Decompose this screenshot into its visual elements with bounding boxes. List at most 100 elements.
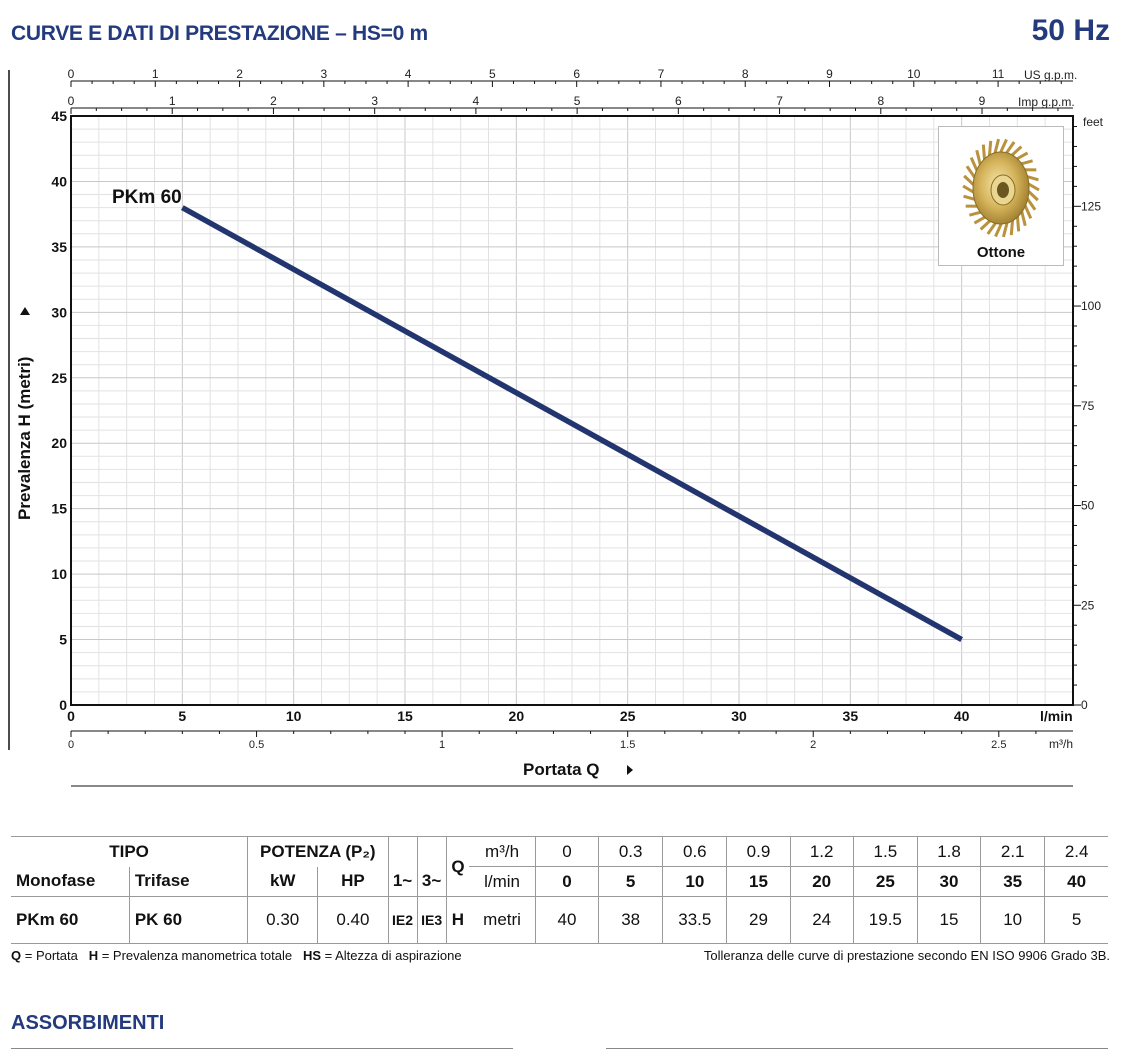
m3h-value: 2.1 bbox=[980, 836, 1046, 867]
m3h-value: 1.5 bbox=[852, 836, 918, 867]
m3h-value: 0.3 bbox=[598, 836, 664, 867]
row-h: H bbox=[445, 896, 470, 944]
m3h-unit: m³/h bbox=[1049, 737, 1073, 751]
m3h-tick-label: 2 bbox=[810, 739, 816, 751]
y-tick-label: 35 bbox=[51, 239, 67, 255]
section-title-assorbimenti: ASSORBIMENTI bbox=[11, 1012, 165, 1034]
x-tick-label: 5 bbox=[178, 708, 186, 724]
row-ie2: IE2 bbox=[387, 896, 418, 944]
h-value: 29 bbox=[726, 896, 791, 944]
x-tick-label: 20 bbox=[509, 708, 525, 724]
lmin-value: 0 bbox=[534, 866, 600, 897]
lmin-value: 15 bbox=[726, 866, 791, 897]
frequency-label: 50 Hz bbox=[1031, 14, 1110, 47]
chart-series bbox=[181, 205, 963, 642]
y-tick-label: 40 bbox=[51, 173, 67, 189]
x-tick-label: 10 bbox=[286, 708, 302, 724]
m3h-value: 2.4 bbox=[1044, 836, 1108, 867]
imp-gpm-tick-label: 2 bbox=[270, 94, 277, 108]
lmin-value: 5 bbox=[598, 866, 664, 897]
lmin-value: 40 bbox=[1044, 866, 1108, 897]
row-ie3: IE3 bbox=[416, 896, 447, 944]
imp-gpm-tick-label: 4 bbox=[473, 94, 480, 108]
us-gpm-tick-label: 9 bbox=[826, 67, 833, 81]
header-one-phase: 1~ bbox=[387, 866, 418, 897]
y-tick-label: 45 bbox=[51, 108, 67, 124]
x-axis-unit: l/min bbox=[1040, 708, 1073, 724]
feet-unit: feet bbox=[1083, 115, 1104, 129]
x-tick-label: 30 bbox=[731, 708, 747, 724]
tolerance-footnote: Tolleranza delle curve di prestazione se… bbox=[703, 948, 1110, 963]
us-gpm-tick-label: 2 bbox=[236, 67, 243, 81]
footnote-q-text: = Portata bbox=[21, 948, 89, 963]
header-hp: HP bbox=[317, 866, 389, 897]
m3h-value: 1.8 bbox=[916, 836, 982, 867]
x-tick-label: 15 bbox=[397, 708, 413, 724]
h-value: 33.5 bbox=[662, 896, 728, 944]
row-trifase: PK 60 bbox=[128, 896, 249, 944]
header-lmin-unit: l/min bbox=[469, 866, 536, 897]
row-monofase: PKm 60 bbox=[11, 896, 130, 944]
header-potenza: POTENZA (P₂) bbox=[247, 836, 389, 867]
us-gpm-tick-label: 8 bbox=[742, 67, 749, 81]
footnote-h-text: = Prevalenza manometrica totale bbox=[98, 948, 303, 963]
row-hp: 0.40 bbox=[317, 896, 389, 944]
lmin-value: 35 bbox=[980, 866, 1046, 897]
m3h-tick-label: 0.5 bbox=[249, 739, 264, 751]
lmin-value: 20 bbox=[789, 866, 854, 897]
us-gpm-tick-label: 3 bbox=[320, 67, 327, 81]
feet-tick-label: 125 bbox=[1081, 199, 1101, 213]
h-value: 38 bbox=[598, 896, 664, 944]
lmin-value: 25 bbox=[852, 866, 918, 897]
footnote-hs-text: = Altezza di aspirazione bbox=[321, 948, 462, 963]
us-gpm-tick-label: 0 bbox=[68, 67, 75, 81]
table-header-row-2: Monofase Trifase kW HP 1~ 3~ l/min 0 5 1… bbox=[11, 866, 1108, 897]
lmin-value: 10 bbox=[662, 866, 728, 897]
y-tick-label: 10 bbox=[51, 566, 67, 582]
x-tick-label: 25 bbox=[620, 708, 636, 724]
performance-table: TIPO POTENZA (P₂) Q m³/h 0 0.3 0.6 0.9 1… bbox=[11, 836, 1108, 944]
footnote-hs-key: HS bbox=[302, 948, 322, 963]
h-value: 15 bbox=[916, 896, 982, 944]
h-value: 19.5 bbox=[852, 896, 918, 944]
header-phase-3-empty bbox=[416, 836, 447, 867]
impeller-material-label: Ottone bbox=[976, 244, 1026, 261]
y-tick-label: 20 bbox=[51, 435, 67, 451]
feet-tick-label: 50 bbox=[1081, 499, 1095, 513]
m3h-value: 0 bbox=[534, 836, 600, 867]
y-tick-label: 5 bbox=[59, 632, 67, 648]
imp-gpm-unit: Imp g.p.m. bbox=[1018, 95, 1075, 109]
y-tick-label: 15 bbox=[51, 501, 67, 517]
m3h-tick-label: 1 bbox=[439, 739, 445, 751]
imp-gpm-tick-label: 5 bbox=[574, 94, 581, 108]
header-kw: kW bbox=[247, 866, 319, 897]
row-metri-unit: metri bbox=[469, 896, 536, 944]
us-gpm-tick-label: 7 bbox=[658, 67, 665, 81]
table-row: PKm 60 PK 60 0.30 0.40 IE2 IE3 H metri 4… bbox=[11, 896, 1108, 944]
y-tick-label: 25 bbox=[51, 370, 67, 386]
y-axis-arrow-icon bbox=[20, 307, 30, 315]
feet-tick-label: 0 bbox=[1081, 698, 1088, 712]
us-gpm-tick-label: 6 bbox=[573, 67, 580, 81]
imp-gpm-tick-label: 1 bbox=[169, 94, 176, 108]
feet-tick-label: 25 bbox=[1081, 598, 1095, 612]
imp-gpm-tick-label: 6 bbox=[675, 94, 682, 108]
plot-frame bbox=[70, 115, 1074, 706]
feet-tick-label: 75 bbox=[1081, 399, 1095, 413]
m3h-value: 1.2 bbox=[789, 836, 854, 867]
x-tick-label: 35 bbox=[843, 708, 859, 724]
h-value: 10 bbox=[980, 896, 1046, 944]
us-gpm-tick-label: 4 bbox=[405, 67, 412, 81]
row-kw: 0.30 bbox=[247, 896, 319, 944]
us-gpm-tick-label: 5 bbox=[489, 67, 496, 81]
feet-tick-label: 100 bbox=[1081, 299, 1101, 313]
m3h-value: 0.6 bbox=[662, 836, 728, 867]
imp-gpm-tick-label: 7 bbox=[776, 94, 783, 108]
page-title: CURVE E DATI DI PRESTAZIONE – HS=0 m bbox=[11, 22, 428, 45]
lmin-value: 30 bbox=[916, 866, 982, 897]
x-tick-label: 0 bbox=[67, 708, 75, 724]
x-axis-arrow-icon bbox=[627, 765, 633, 775]
imp-gpm-tick-label: 3 bbox=[371, 94, 378, 108]
